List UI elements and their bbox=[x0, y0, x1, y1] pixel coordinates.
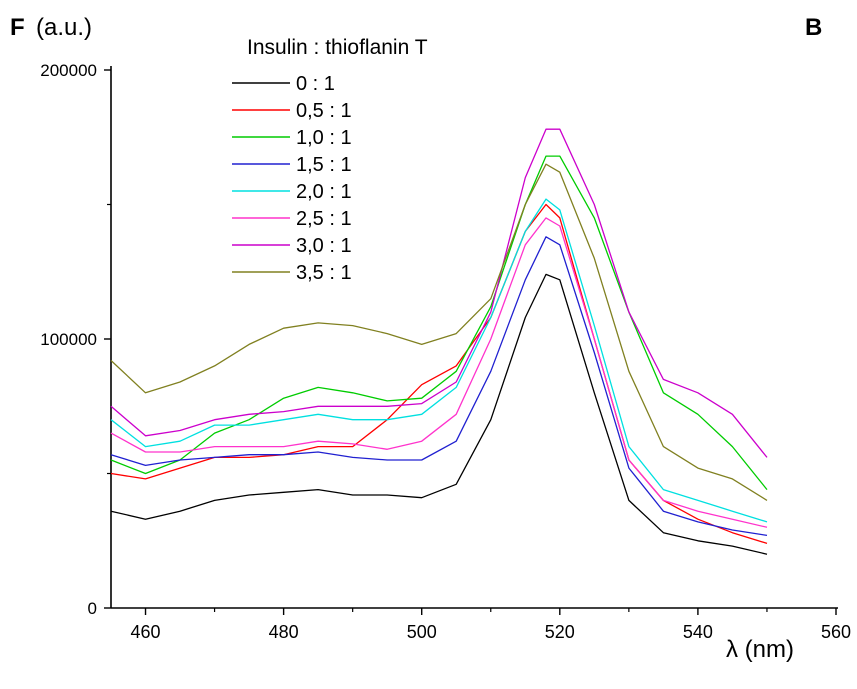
series-line bbox=[110, 236, 768, 537]
series-line bbox=[110, 203, 768, 545]
x-tick-label: 460 bbox=[131, 622, 161, 642]
y-tick-label: 200000 bbox=[40, 61, 97, 80]
legend-title: Insulin : thioflanin T bbox=[247, 36, 428, 59]
x-tick-label: 500 bbox=[407, 622, 437, 642]
data-lines bbox=[110, 128, 768, 555]
x-tick-label: 520 bbox=[545, 622, 575, 642]
y-axis-label-unit: (a.u.) bbox=[36, 14, 93, 41]
legend-entry-label: 0,5 : 1 bbox=[296, 100, 352, 122]
x-tick-label: 560 bbox=[821, 622, 851, 642]
series-line bbox=[110, 163, 768, 501]
legend-entry-label: 3,5 : 1 bbox=[296, 262, 352, 284]
legend-entry-label: 0 : 1 bbox=[296, 73, 335, 95]
y-axis-label-symbol: F bbox=[10, 14, 25, 41]
y-tick-label: 100000 bbox=[40, 330, 97, 349]
x-tick-label: 480 bbox=[269, 622, 299, 642]
series-line bbox=[110, 128, 768, 458]
series-line bbox=[110, 155, 768, 491]
legend-entry-label: 1,0 : 1 bbox=[296, 127, 352, 149]
series-line bbox=[110, 198, 768, 523]
series-line bbox=[110, 217, 768, 528]
legend-entry-label: 2,5 : 1 bbox=[296, 208, 352, 230]
legend-entry-label: 3,0 : 1 bbox=[296, 235, 352, 257]
legend-entry-label: 2,0 : 1 bbox=[296, 181, 352, 203]
x-tick-label: 540 bbox=[683, 622, 713, 642]
legend-entry-label: 1,5 : 1 bbox=[296, 154, 352, 176]
axes: 460 480 500 520 540 560 0 100000 200000 bbox=[40, 61, 851, 642]
series-line bbox=[110, 273, 768, 555]
x-axis-label: λ (nm) bbox=[726, 636, 794, 663]
y-tick-label: 0 bbox=[88, 599, 97, 618]
legend: 0 : 1 0,5 : 1 1,0 : 1 1,5 : 1 2,0 : 1 2,5 : 1… bbox=[232, 73, 352, 284]
panel-label: B bbox=[805, 14, 823, 41]
